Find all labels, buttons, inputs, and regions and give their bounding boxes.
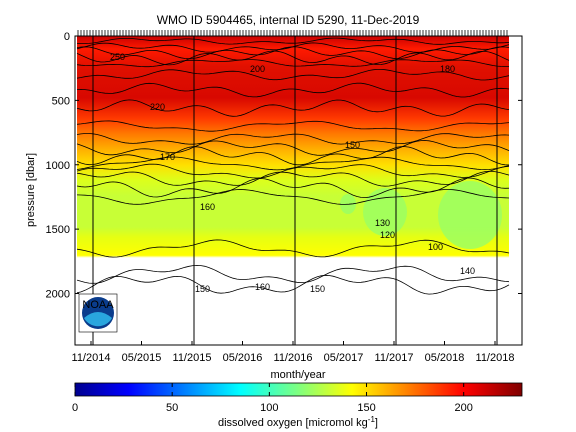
contour-line [76,69,510,81]
contour-line [76,82,510,98]
colorbar-tick-label: 50 [166,402,178,414]
x-tick-label: 11/2016 [274,352,313,364]
colorbar: 0 50 100 150 200 dissolved oxygen [micromol … [72,382,523,429]
year-lines [92,36,498,345]
contour-line [76,163,510,179]
colorbar-gradient [74,382,523,397]
x-tick-label: 05/2015 [122,352,162,364]
contour-line [76,133,510,145]
chart-title: WMO ID 5904465, internal ID 5290, 11-Dec… [157,13,420,27]
contour-line [76,46,510,60]
x-tick-label: 11/2017 [375,352,414,364]
contour-label: 160 [255,282,270,292]
y-axis: 0 500 1000 1500 2000 [46,31,522,301]
contour-label: 180 [440,64,455,74]
contour-label: 150 [195,284,210,294]
contour-label: 200 [250,64,265,74]
x-tick-label: 05/2016 [223,352,263,364]
y-tick-label: 2000 [46,289,70,301]
contour-label: 250 [110,52,125,62]
contour-label: 220 [150,102,165,112]
contour-label: 150 [310,284,325,294]
contour-line [76,146,510,166]
logo-text: NOAA [82,299,114,311]
y-tick-label: 1000 [46,160,70,172]
contour-line [76,170,510,187]
profile-ticks [77,30,508,36]
contour-label: 120 [380,230,395,240]
contour-label: 160 [200,202,215,212]
plot-area: 250 220 200 180 170 160 150 130 120 100 140 150 160 1… [74,30,523,346]
colorbar-tick-label: 200 [455,402,473,414]
contour-line [76,189,510,205]
contour-line [76,274,510,295]
x-tick-label: 05/2018 [425,352,465,364]
contour-line [76,140,510,156]
plot-frame [74,35,523,346]
x-axis-label: month/year [270,369,325,381]
green-pocket-1 [363,188,407,236]
x-tick-label: 11/2014 [72,352,111,364]
contour-line [76,264,510,284]
contour-line [76,50,510,66]
x-tick-label: 11/2018 [476,352,515,364]
contour-label: 130 [375,218,390,228]
contour-label: 170 [160,152,175,162]
colorbar-label: dissolved oxygen [micromol kg-1] [218,415,378,429]
contour-line [76,59,510,68]
y-axis-label: pressure [dbar] [25,153,37,227]
contour-labels: 250 220 200 180 170 160 150 130 120 100 140 150 160 1… [110,52,475,294]
y-tick-label: 0 [64,31,70,43]
contour-label: 140 [460,266,475,276]
y-tick-label: 500 [52,95,70,107]
colorbar-tick-label: 100 [260,402,278,414]
green-pocket-2 [438,181,502,249]
x-axis: 11/2014 05/2015 11/2015 05/2016 11/2016 05/20… [72,341,515,364]
y-tick-label: 1500 [46,224,70,236]
contour-line [76,120,510,132]
x-tick-label: 11/2015 [173,352,212,364]
colorbar-tick-label: 150 [357,402,375,414]
contour-line [76,239,510,258]
colorbar-tick-label: 0 [72,402,78,414]
contour-line [76,99,510,117]
contour-label: 100 [428,242,443,252]
field-bottom-edge [76,287,510,296]
contour-line [76,37,510,45]
contour-lines [76,37,510,295]
noaa-logo: NOAA [78,293,118,333]
colorbar-ticks: 0 50 100 150 200 [72,383,473,414]
x-tick-label: 05/2017 [324,352,364,364]
contour-label: 150 [345,140,360,150]
